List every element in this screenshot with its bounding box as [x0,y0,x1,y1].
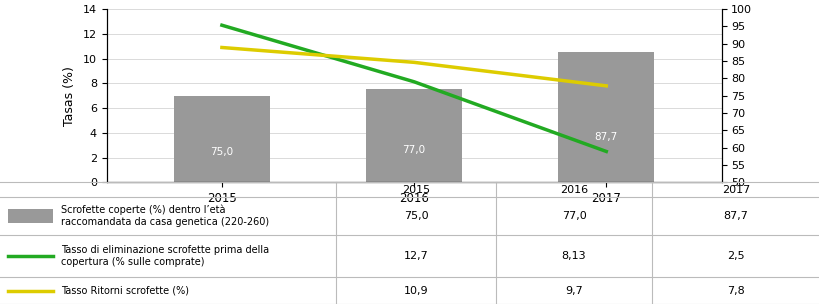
Text: Tasso Ritorni scrofette (%): Tasso Ritorni scrofette (%) [61,286,189,295]
Text: 2017: 2017 [721,185,749,195]
Text: Scrofette coperte (%) dentro l’età
raccomandata da casa genetica (220-260): Scrofette coperte (%) dentro l’età racco… [61,205,269,227]
Text: 75,0: 75,0 [403,211,428,221]
Bar [558,52,654,182]
Text: 9,7: 9,7 [564,286,582,295]
Bar [365,89,462,182]
Text: 2,5: 2,5 [726,251,744,261]
Text: 10,9: 10,9 [403,286,428,295]
Text: 77,0: 77,0 [402,145,425,155]
Text: Tasso di eliminazione scrofette prima della
copertura (% sulle comprate): Tasso di eliminazione scrofette prima de… [61,245,269,267]
Text: 2016: 2016 [559,185,587,195]
Text: 7,8: 7,8 [726,286,744,295]
Text: 8,13: 8,13 [561,251,586,261]
Y-axis label: Tasas (%): Tasas (%) [63,66,75,126]
FancyBboxPatch shape [8,209,53,223]
Text: 2015: 2015 [401,185,430,195]
Text: 75,0: 75,0 [210,147,233,157]
Text: 87,7: 87,7 [594,132,618,142]
Text: 77,0: 77,0 [561,211,586,221]
Text: 87,7: 87,7 [722,211,748,221]
Text: 12,7: 12,7 [403,251,428,261]
Bar [174,96,269,182]
